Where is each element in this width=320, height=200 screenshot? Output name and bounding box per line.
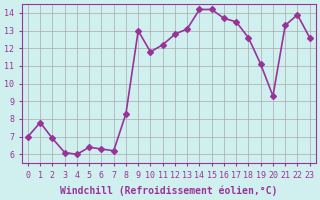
X-axis label: Windchill (Refroidissement éolien,°C): Windchill (Refroidissement éolien,°C) <box>60 185 277 196</box>
